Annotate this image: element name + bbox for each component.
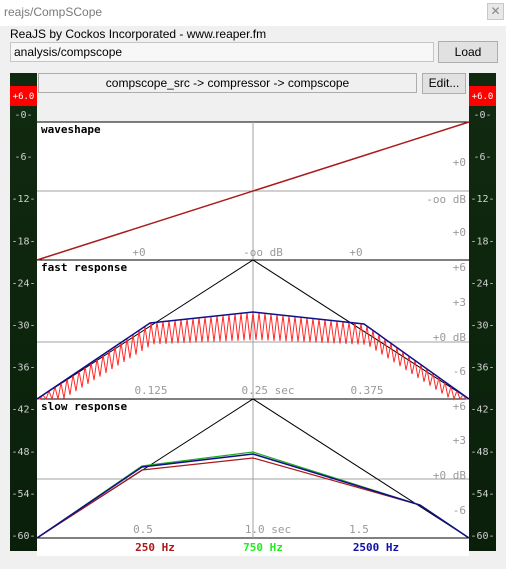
right-meter-tick: -48- [470,447,494,458]
left-meter-tick: -0- [14,110,32,121]
left-meter-tick: -36- [11,363,35,374]
legend-strip [37,538,469,556]
right-meter-tick: -54- [470,489,494,500]
left-meter [10,73,37,551]
waveshape-curve [36,121,470,261]
waveshape-xtick-mid: -oo dB [243,246,283,259]
right-meter-peak-label: +6.0 [472,92,494,102]
right-meter-tick: -6- [473,152,491,163]
left-meter-peak [10,86,37,106]
slow-ytick-neg6: -6 [453,504,466,517]
slow-ytick-3: +3 [453,434,466,447]
right-meter [469,73,496,551]
fast-ytick-3: +3 [453,296,466,309]
fast-xtick-left: 0.125 [134,384,167,397]
waveshape-ytick-top: +0 [453,156,466,169]
legend-750hz: 750 Hz [243,541,283,554]
slow-title: slow response [41,400,127,413]
left-meter-tick: -60- [11,531,35,542]
slow-ytick-6: +6 [453,400,466,413]
waveshape-title: waveshape [41,123,101,136]
right-meter-tick: -24- [470,278,494,289]
left-meter-tick: -30- [11,321,35,332]
title-bar: reajs/CompSCope ✕ [0,0,506,26]
edit-button[interactable]: Edit... [422,73,466,94]
right-meter-tick: -36- [470,363,494,374]
fast-xtick-mid: 0.25 sec [242,384,295,397]
slow-xtick-right: 1.5 [349,523,369,536]
left-meter-tick: -54- [11,489,35,500]
slow-xtick-left: 0.5 [133,523,153,536]
legend-250hz: 250 Hz [135,541,175,554]
left-meter-tick: -6- [14,152,32,163]
left-meter-tick: -12- [11,194,35,205]
waveshape-ytick-bottom: +0 [453,226,466,239]
waveshape-xtick-left: +0 [132,246,145,259]
right-meter-tick: -60- [470,531,494,542]
load-button[interactable]: Load [438,41,498,63]
right-meter-tick: -30- [470,321,494,332]
plugin-path-field[interactable]: analysis/compscope [10,42,434,62]
left-meter-tick: -18- [11,236,35,247]
plugin-header: ReaJS by Cockos Incorporated - www.reape… [4,26,502,72]
legend-2500hz: 2500 Hz [353,541,399,554]
window-title: reajs/CompSCope [4,5,103,19]
left-meter-tick: -24- [11,278,35,289]
brand-label: ReaJS by Cockos Incorporated - www.reape… [10,27,267,41]
right-meter-tick: -42- [470,405,494,416]
right-meter-peak [469,86,496,106]
left-meter-scale: -0- -6- -12- -18- -24- -30- -36- -42- -48- -54- -6… [11,110,35,542]
fast-title: fast response [41,261,127,274]
left-meter-tick: -48- [11,447,35,458]
fast-ytick-neg6: -6 [453,365,466,378]
slow-ytick-0: +0 dB [433,469,466,482]
slow-series-2500hz [36,453,470,539]
fast-response-curve [36,311,470,400]
fast-ytick-0: +0 dB [433,331,466,344]
waveshape-ytick-mid: -oo dB [426,193,466,206]
left-meter-tick: -42- [11,405,35,416]
fast-xtick-right: 0.375 [350,384,383,397]
slow-xtick-mid: 1.0 sec [245,523,291,536]
right-meter-tick: -0- [473,110,491,121]
close-button[interactable]: ✕ [487,3,504,20]
waveshape-xtick-right: +0 [349,246,362,259]
fast-ytick-6: +6 [453,261,466,274]
close-icon: ✕ [490,4,501,18]
right-meter-tick: -12- [470,194,494,205]
routing-label: compscope_src -> compressor -> compscope [38,73,417,93]
left-meter-peak-label: +6.0 [13,92,35,102]
right-meter-tick: -18- [470,236,494,247]
right-meter-scale: -0- -6- -12- -18- -24- -30- -36- -42- -48- -54- -6… [470,110,494,542]
